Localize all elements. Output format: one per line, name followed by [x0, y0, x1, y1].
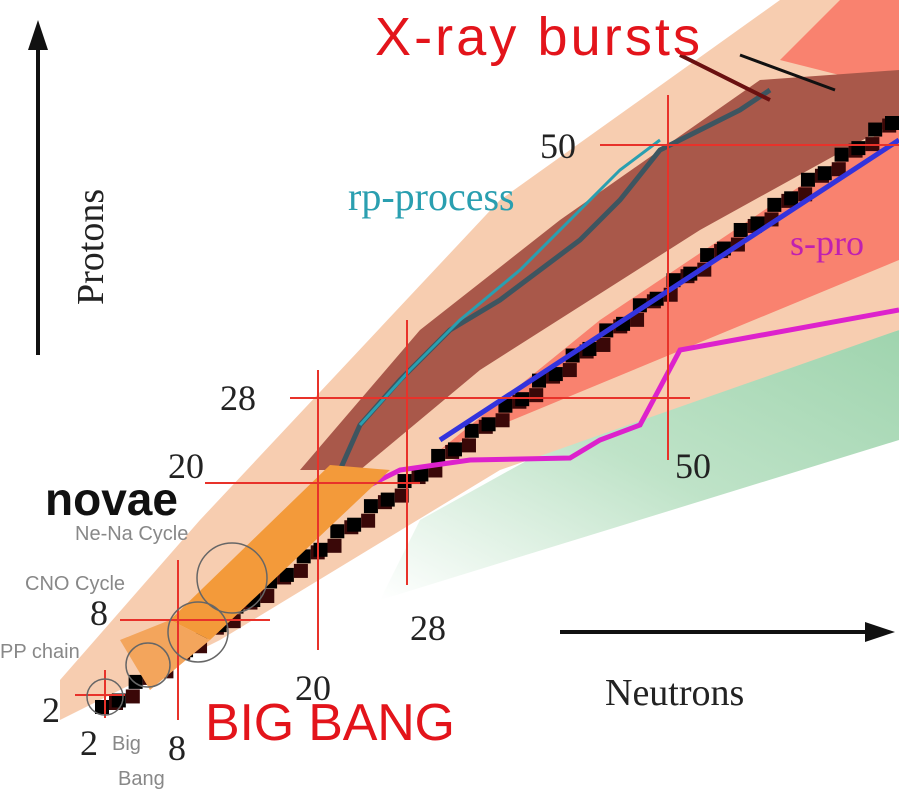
proton-magic: 8: [90, 593, 108, 633]
nucleus: [851, 141, 865, 155]
nucleus: [885, 116, 899, 130]
nucleus: [482, 417, 496, 431]
nucleus: [448, 442, 462, 456]
novae-label: novae: [45, 473, 178, 525]
neutron-magic: 28: [410, 608, 446, 648]
arrow-head: [865, 622, 895, 642]
nucleus: [381, 493, 395, 507]
neutron-magic: 2: [80, 723, 98, 763]
cycle-label: Big: [112, 733, 141, 755]
nucleus: [529, 388, 543, 402]
nucleus: [361, 514, 375, 528]
cycle-label: PP chain: [0, 641, 80, 663]
nucleus: [126, 689, 140, 703]
cycle-label: Ne-Na Cycle: [75, 523, 188, 545]
nucleus: [314, 543, 328, 557]
nucleus: [347, 518, 361, 532]
neutron-magic: 20: [295, 668, 331, 708]
rp-label: rp-process: [348, 174, 515, 219]
neutron-magic: 50: [675, 446, 711, 486]
nucleus: [398, 474, 412, 488]
nucleus: [431, 449, 445, 463]
nucleus: [767, 198, 781, 212]
nucleus: [496, 413, 510, 427]
cycle-label: CNO Cycle: [25, 573, 125, 595]
nucleus: [784, 191, 798, 205]
nucleus: [515, 392, 529, 406]
neutron-magic: 8: [168, 728, 186, 768]
nucleus: [801, 173, 815, 187]
s-label: s-pro: [790, 223, 864, 263]
proton-magic: 2: [42, 690, 60, 730]
vertical-axis-label: Protons: [70, 189, 112, 305]
horizontal-axis-label: Neutrons: [605, 672, 744, 714]
nucleus: [330, 524, 344, 538]
arrow-head: [28, 20, 48, 50]
nucleus: [462, 438, 476, 452]
nucleus: [95, 700, 109, 714]
nucleus: [328, 539, 342, 553]
proton-magic: 28: [220, 378, 256, 418]
nucleus: [294, 564, 308, 578]
proton-magic: 50: [540, 126, 576, 166]
nucleus: [563, 363, 577, 377]
nuclear-chart: X-ray bursts Protons Neutrons rp-process…: [0, 0, 899, 795]
title: X-ray bursts: [375, 7, 700, 67]
nucleus: [734, 223, 748, 237]
proton-magic: 20: [168, 446, 204, 486]
nucleus: [364, 499, 378, 513]
nucleus: [465, 424, 479, 438]
nucleus: [596, 338, 610, 352]
nucleus: [835, 148, 849, 162]
nucleus: [129, 675, 143, 689]
nucleus: [818, 166, 832, 180]
nucleus: [868, 123, 882, 137]
page: X-ray bursts Protons Neutrons rp-process…: [0, 0, 899, 795]
cycle-label: Bang: [118, 768, 165, 790]
